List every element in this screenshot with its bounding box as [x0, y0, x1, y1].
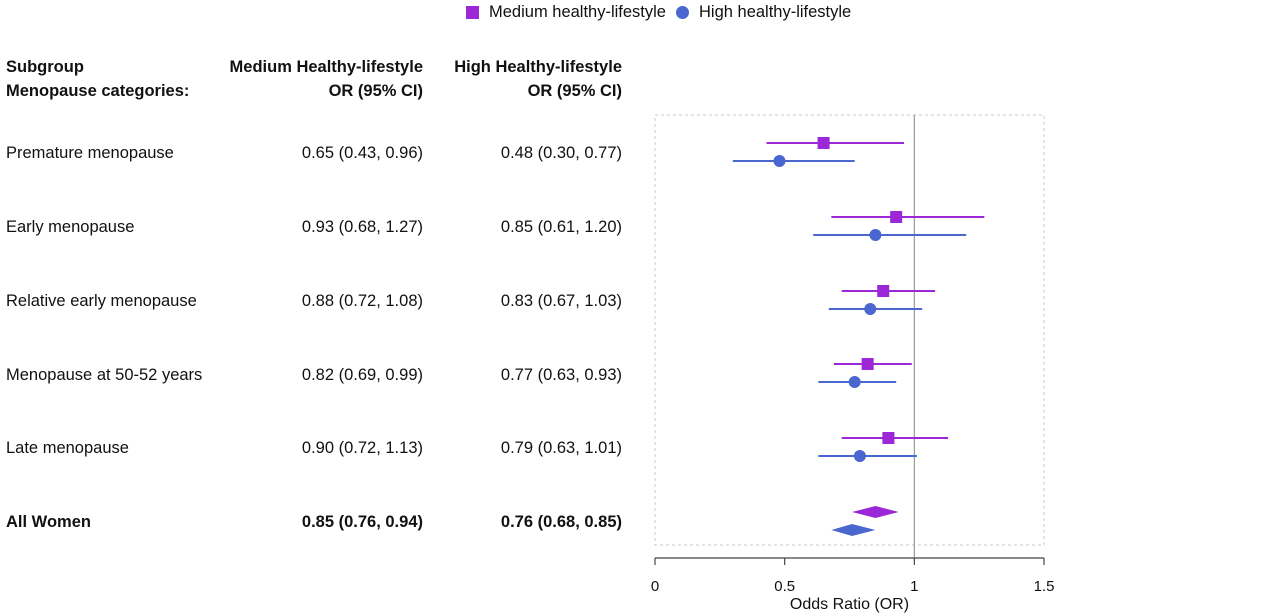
header-high-col-line1: High Healthy-lifestyle	[454, 58, 622, 76]
point-square-medium	[882, 432, 895, 444]
row-high-or: 0.85 (0.61, 1.20)	[500, 218, 622, 236]
point-circle-high	[864, 303, 877, 315]
row-label: Premature menopause	[6, 144, 174, 162]
x-tick-label: 0	[651, 578, 659, 595]
row-medium-or: 0.65 (0.43, 0.96)	[301, 144, 423, 162]
row-label: Menopause at 50-52 years	[6, 366, 203, 384]
header-menopause-categories: Menopause categories:	[6, 82, 190, 100]
header-medium-col-line2: OR (95% CI)	[328, 82, 423, 100]
row-medium-or: 0.90 (0.72, 1.13)	[301, 439, 423, 457]
row-medium-or: 0.82 (0.69, 0.99)	[301, 366, 423, 384]
x-tick-label: 1	[910, 578, 918, 595]
pooled-diamond-high	[831, 524, 876, 536]
legend-medium-square-icon	[466, 6, 479, 20]
plot-panel-border	[654, 114, 1045, 546]
point-square-medium	[890, 211, 903, 223]
row-high-or: 0.83 (0.67, 1.03)	[500, 292, 622, 310]
row-label: Relative early menopause	[6, 292, 197, 310]
point-square-medium	[861, 358, 874, 370]
x-tick-label: 0.5	[774, 578, 795, 595]
row-medium-or: 0.93 (0.68, 1.27)	[301, 218, 423, 236]
row-label: Late menopause	[6, 439, 129, 457]
row-high-or-pooled: 0.76 (0.68, 0.85)	[500, 513, 622, 531]
row-label: Early menopause	[6, 218, 135, 236]
point-square-medium	[877, 285, 890, 297]
point-circle-high	[869, 229, 882, 241]
point-circle-high	[773, 155, 786, 167]
header-high-col-line2: OR (95% CI)	[527, 82, 622, 100]
point-circle-high	[853, 450, 866, 462]
row-label-all-women: All Women	[6, 513, 91, 531]
pooled-diamond-medium	[852, 506, 899, 518]
point-square-medium	[817, 137, 830, 149]
legend-medium-label: Medium healthy-lifestyle	[489, 3, 666, 22]
row-high-or: 0.48 (0.30, 0.77)	[500, 144, 622, 162]
header-medium-col-line1: Medium Healthy-lifestyle	[229, 58, 423, 76]
row-medium-or-pooled: 0.85 (0.76, 0.94)	[301, 513, 423, 531]
legend-high-label: High healthy-lifestyle	[699, 3, 852, 22]
x-axis-label: Odds Ratio (OR)	[790, 596, 909, 613]
x-tick-label: 1.5	[1034, 578, 1055, 595]
legend-high-circle-icon	[676, 6, 689, 20]
legend: Medium healthy-lifestyle High healthy-lif…	[466, 3, 851, 22]
point-circle-high	[848, 376, 861, 388]
row-high-or: 0.79 (0.63, 1.01)	[500, 439, 622, 457]
header-subgroup: Subgroup	[6, 58, 84, 76]
row-high-or: 0.77 (0.63, 0.93)	[500, 366, 622, 384]
row-medium-or: 0.88 (0.72, 1.08)	[301, 292, 423, 310]
